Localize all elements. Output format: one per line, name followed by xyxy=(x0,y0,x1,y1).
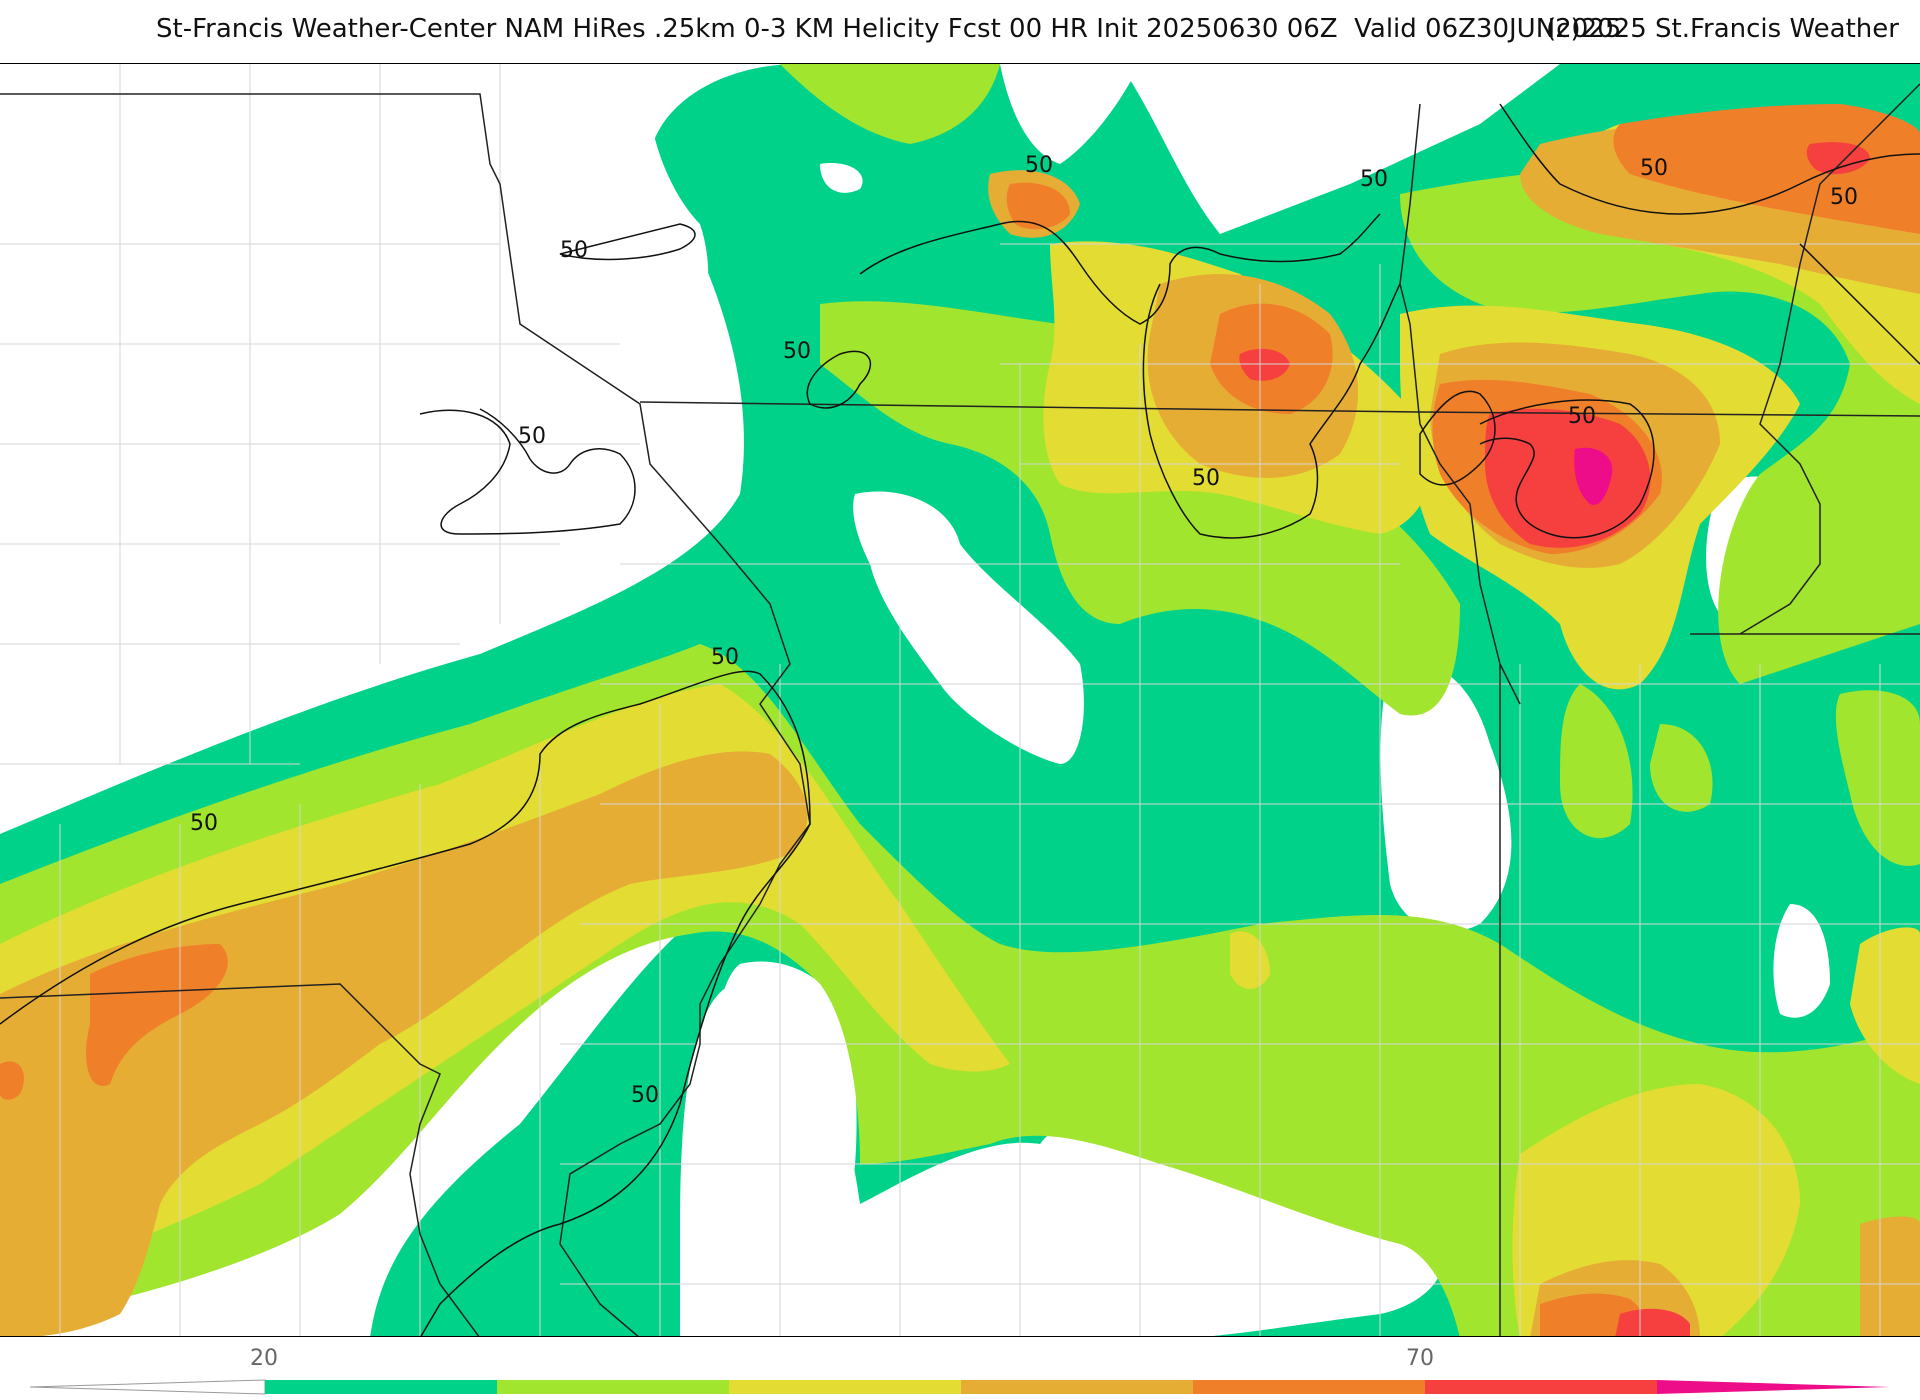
contour-lines xyxy=(0,103,1920,1336)
colorbar-bin xyxy=(1193,1380,1425,1394)
tick-label-70: 70 xyxy=(1406,1346,1434,1371)
map-canvas: 50 50 50 50 50 50 50 50 50 50 50 50 xyxy=(0,64,1920,1336)
map-title: St-Francis Weather-Center NAM HiRes .25k… xyxy=(0,14,1920,54)
colorbar-bin xyxy=(961,1380,1193,1394)
colorbar-bin xyxy=(497,1380,729,1394)
copyright-text: (c)2025 St.Francis Weather xyxy=(1546,14,1899,44)
helicity-map: 50 50 50 50 50 50 50 50 50 50 50 50 xyxy=(0,63,1920,1337)
contour-label: 50 xyxy=(1360,167,1388,192)
contour-label: 50 xyxy=(518,424,546,449)
colorbar-bin xyxy=(729,1380,961,1394)
contour-label: 50 xyxy=(1192,466,1220,491)
contour-label: 50 xyxy=(560,238,588,263)
colorbar-high-arrow xyxy=(1657,1380,1890,1394)
contour-label: 50 xyxy=(1640,156,1668,181)
contour-label: 50 xyxy=(1568,404,1596,429)
contour-label: 50 xyxy=(1830,185,1858,210)
title-text: St-Francis Weather-Center NAM HiRes .25k… xyxy=(156,14,1622,44)
county-lines xyxy=(0,64,1920,1336)
colorbar-bin xyxy=(1425,1380,1657,1394)
colorbar-bin xyxy=(265,1380,497,1394)
contour-labels: 50 50 50 50 50 50 50 50 50 50 50 50 xyxy=(190,153,1858,1108)
contour-label: 50 xyxy=(783,339,811,364)
colorbar-legend: 20 70 xyxy=(29,1346,1890,1395)
contour-label: 50 xyxy=(711,645,739,670)
shade-red xyxy=(1239,142,1870,1336)
contour-label: 50 xyxy=(631,1083,659,1108)
contour-label: 50 xyxy=(190,811,218,836)
tick-label-20: 20 xyxy=(250,1346,278,1371)
contour-label: 50 xyxy=(1025,153,1053,178)
shade-magenta xyxy=(1574,447,1613,505)
colorbar-low-arrow xyxy=(29,1379,266,1395)
